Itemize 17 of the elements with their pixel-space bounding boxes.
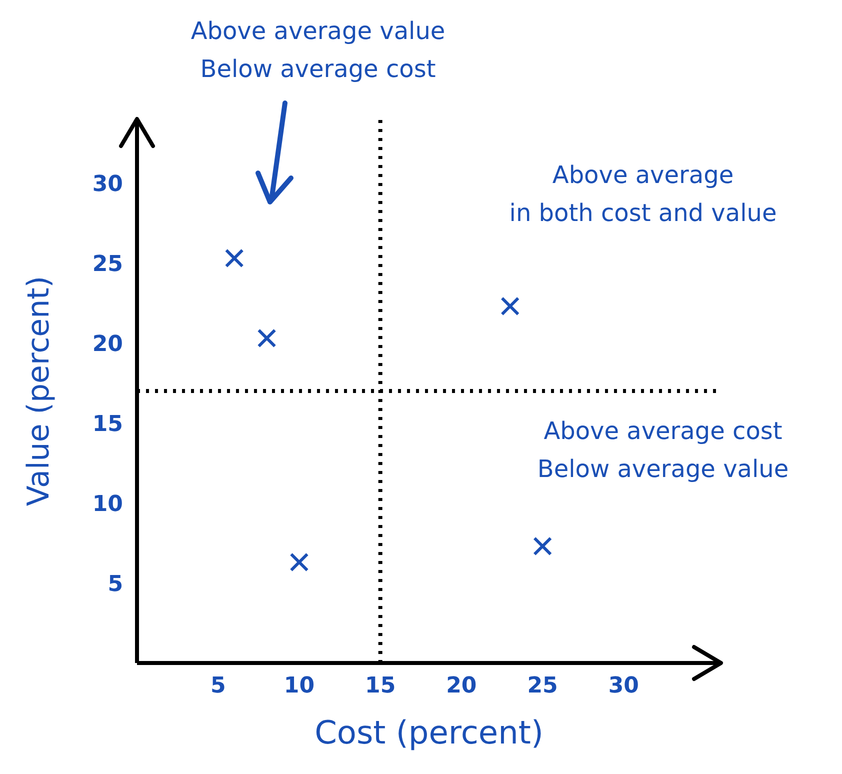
y-tick-label: 15 xyxy=(92,412,123,437)
y-tick-label: 20 xyxy=(92,332,123,357)
x-tick-label: 10 xyxy=(284,674,315,699)
x-tick-label: 30 xyxy=(608,674,639,699)
x-tick-label: 5 xyxy=(210,674,226,699)
annotation: Above average cost Below average value xyxy=(536,416,790,485)
y-tick-label: 10 xyxy=(92,492,123,517)
annotation: Above average in both cost and value xyxy=(508,160,778,229)
text: Above average value Below average cost xyxy=(190,16,446,85)
y-tick-label: 5 xyxy=(108,572,123,597)
y-axis-title: Value (percent) xyxy=(22,276,57,506)
x-tick-label: 20 xyxy=(446,674,477,699)
x-axis-title: Cost (percent) xyxy=(314,714,544,752)
y-tick-label: 30 xyxy=(92,172,123,197)
y-tick-label: 25 xyxy=(92,252,123,277)
x-tick-label: 25 xyxy=(527,674,558,699)
x-tick-label: 15 xyxy=(365,674,396,699)
